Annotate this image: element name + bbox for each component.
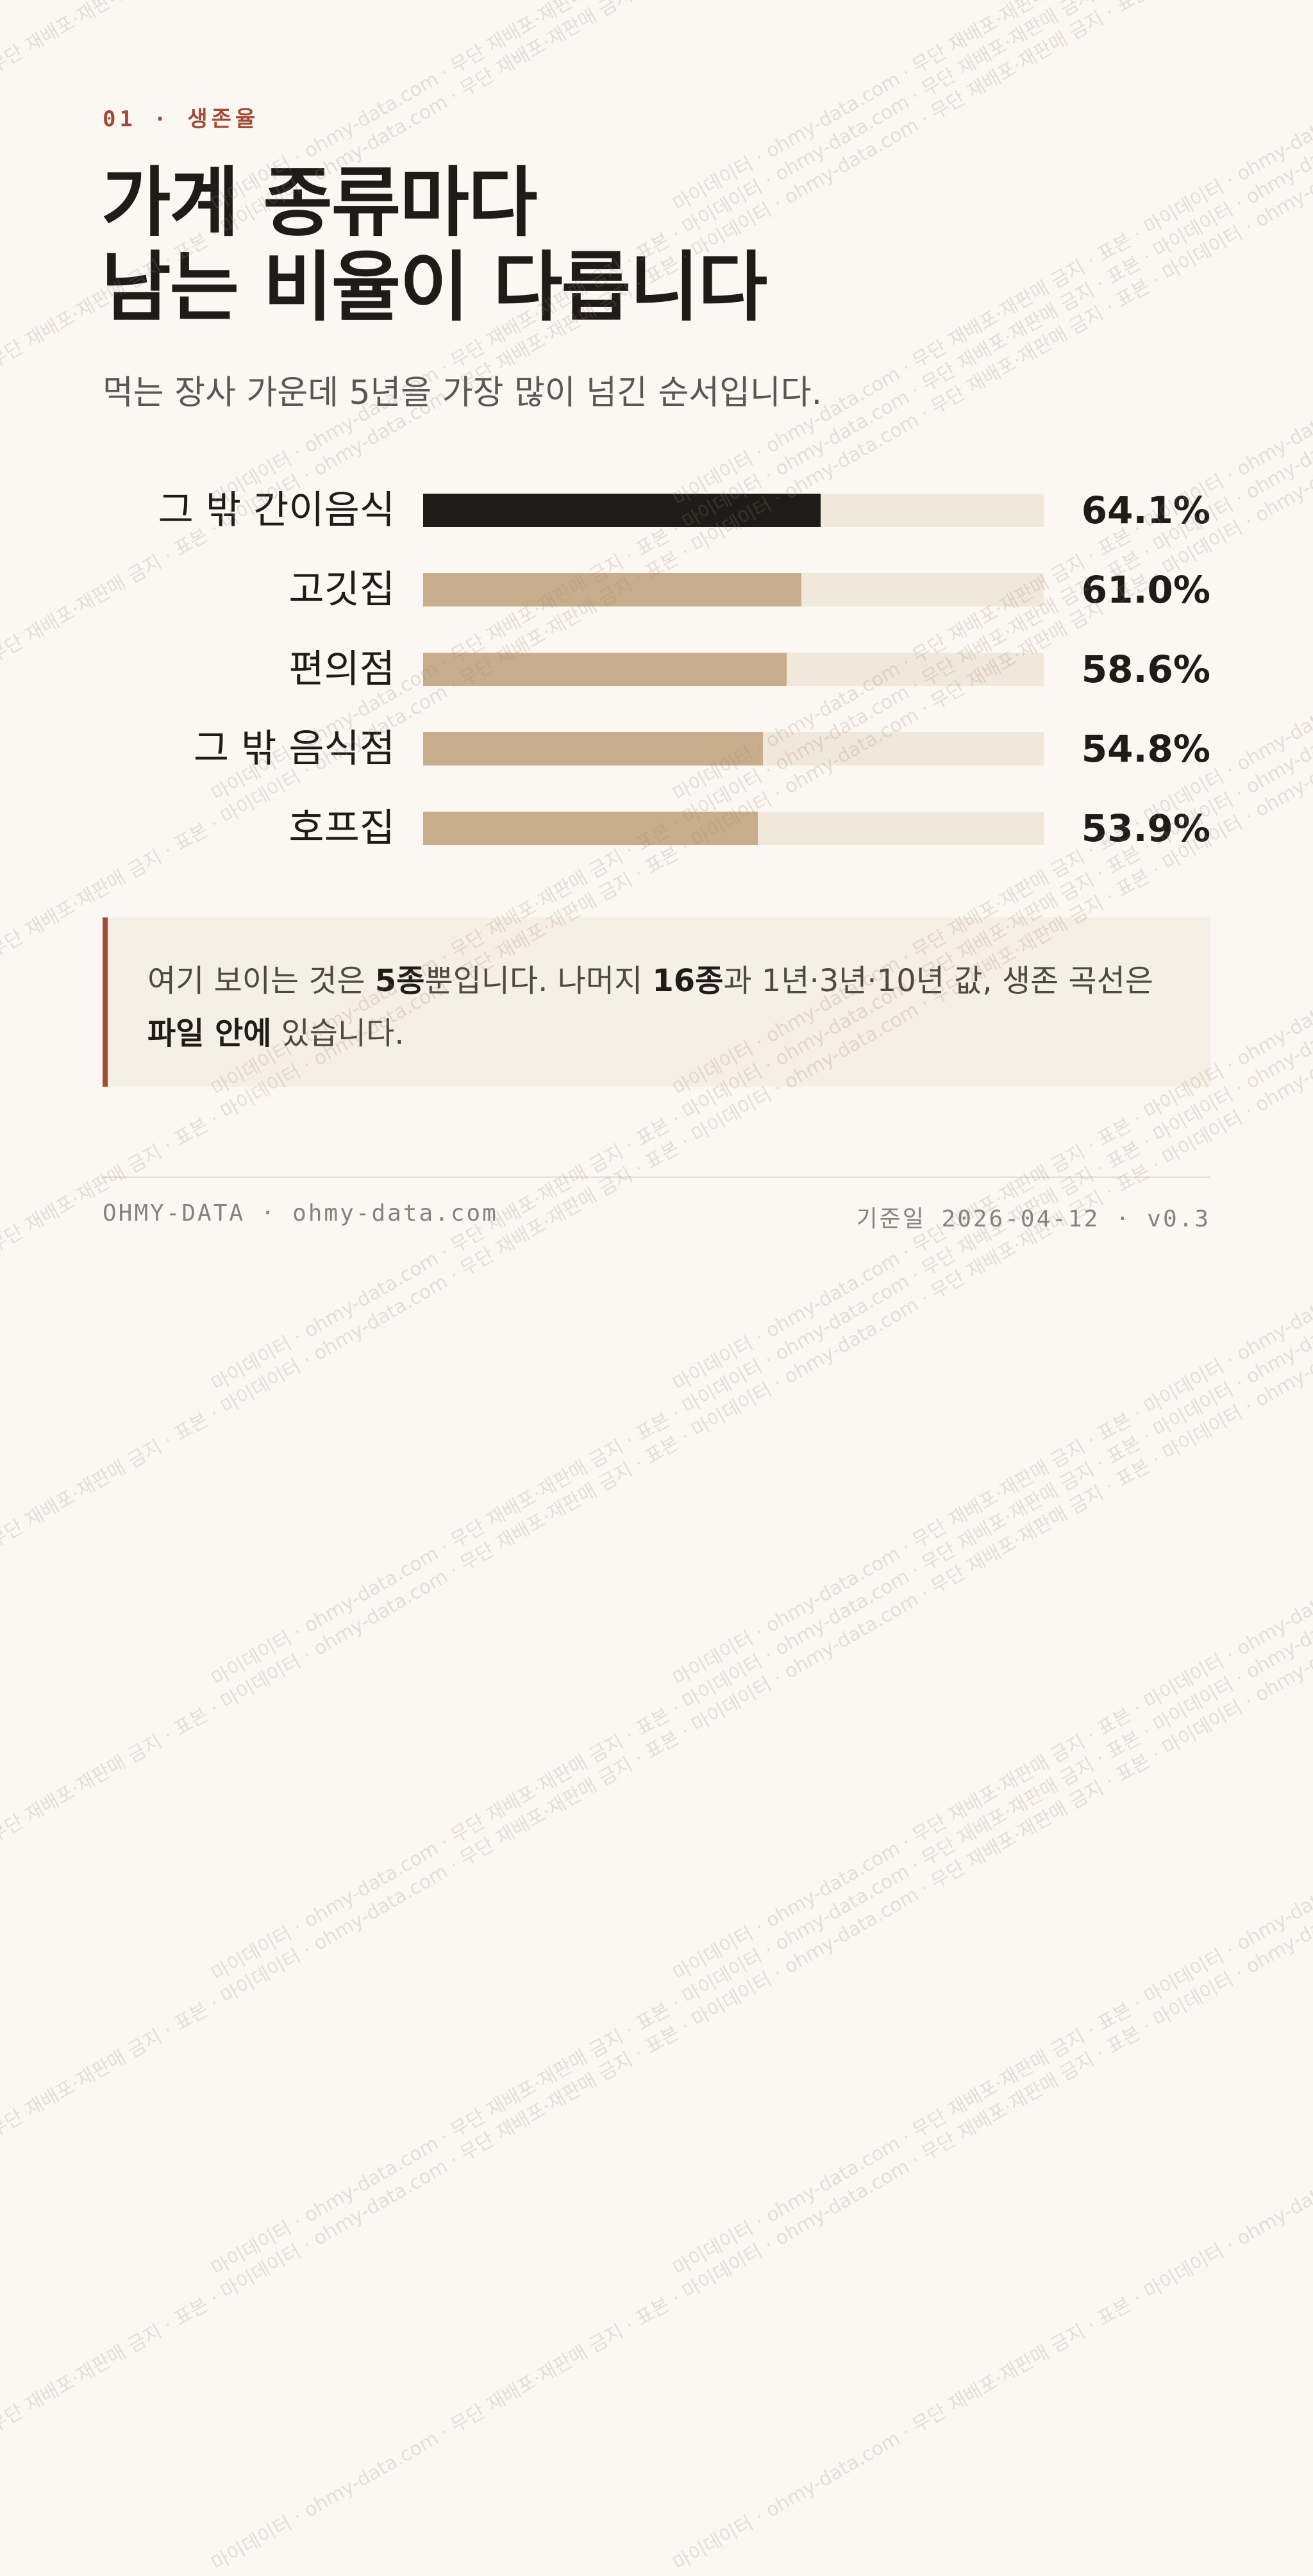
value-label: 64.1% [1081, 489, 1210, 532]
footer-brand: OHMY-DATA · ohmy-data.com [103, 1200, 498, 1226]
footer-divider [103, 1176, 1210, 1178]
bar-row: 편의점 58.6% [0, 646, 1313, 726]
bar [423, 573, 802, 606]
watermark-text: 마이데이터 · ohmy-data.com · 무단 재배포·재판매 금지 · … [208, 1177, 1313, 2281]
footer-date-version: 기준일 2026-04-12 · v0.3 [856, 1206, 1210, 1232]
category-label: 그 밖 간이음식 [158, 488, 395, 533]
note-emphasis: 파일 안에 [147, 1016, 272, 1051]
bar-row: 그 밖 음식점 54.8% [0, 726, 1313, 805]
value-label: 58.6% [1081, 648, 1210, 691]
value-label: 54.8% [1081, 727, 1210, 771]
bar [423, 812, 758, 845]
note-emphasis: 5종 [374, 963, 425, 999]
info-note-text: 여기 보이는 것은 5종뿐입니다. 나머지 16종과 1년·3년·10년 값, … [147, 955, 1175, 1060]
category-label: 편의점 [289, 647, 395, 692]
category-label: 그 밖 음식점 [193, 726, 395, 771]
watermark-text: 마이데이터 · ohmy-data.com · 무단 재배포·재판매 금지 · … [0, 1472, 1313, 2576]
bar-track [423, 573, 1044, 606]
bar-row: 고깃집 61.0% [0, 567, 1313, 646]
bar [423, 494, 821, 527]
bar-row: 호프집 53.9% [0, 805, 1313, 885]
note-segment: 과 1년·3년·10년 값, 생존 곡선은 [723, 963, 1153, 999]
bar-row: 그 밖 간이음식 64.1% [0, 487, 1313, 567]
bar-track [423, 653, 1044, 686]
info-note: 여기 보이는 것은 5종뿐입니다. 나머지 16종과 1년·3년·10년 값, … [103, 917, 1210, 1087]
bar-track [423, 494, 1044, 527]
bar [423, 653, 787, 686]
note-segment: 있습니다. [271, 1016, 405, 1051]
title-line-2: 남는 비율이 다릅니다 [101, 243, 767, 331]
watermark-text: 마이데이터 · ohmy-data.com · 무단 재배포·재판매 금지 · … [0, 1177, 1313, 2281]
watermark-text: 마이데이터 · ohmy-data.com · 무단 재배포·재판매 금지 · … [208, 1472, 1313, 2576]
page: 01 · 생존율 가계 종류마다 남는 비율이 다릅니다 먹는 장사 가운데 5… [0, 106, 1313, 1232]
section-eyebrow: 01 · 생존율 [103, 106, 260, 132]
value-label: 53.9% [1081, 807, 1210, 850]
page-title: 가계 종류마다 남는 비율이 다릅니다 [101, 160, 1127, 330]
watermark-text: 마이데이터 · ohmy-data.com · 무단 재배포·재판매 금지 · … [669, 1472, 1313, 2576]
note-segment: 여기 보이는 것은 [147, 963, 375, 999]
bar-track [423, 732, 1044, 765]
bar-track [423, 812, 1044, 845]
note-segment: 뿐입니다. 나머지 [424, 963, 653, 999]
note-emphasis: 16종 [652, 963, 724, 999]
bar [423, 732, 764, 765]
watermark-text: 마이데이터 · ohmy-data.com · 무단 재배포·재판매 금지 · … [669, 1177, 1313, 2281]
page-subtitle: 먹는 장사 가운데 5년을 가장 많이 넘긴 순서입니다. [103, 374, 823, 412]
category-label: 고깃집 [289, 567, 395, 612]
category-label: 호프집 [289, 806, 395, 851]
value-label: 61.0% [1081, 568, 1210, 612]
bar-chart: 그 밖 간이음식 64.1% 고깃집 61.0% 편의점 58.6% 그 밖 음식점 54.8… [0, 487, 1313, 859]
title-line-1: 가계 종류마다 [101, 158, 537, 247]
